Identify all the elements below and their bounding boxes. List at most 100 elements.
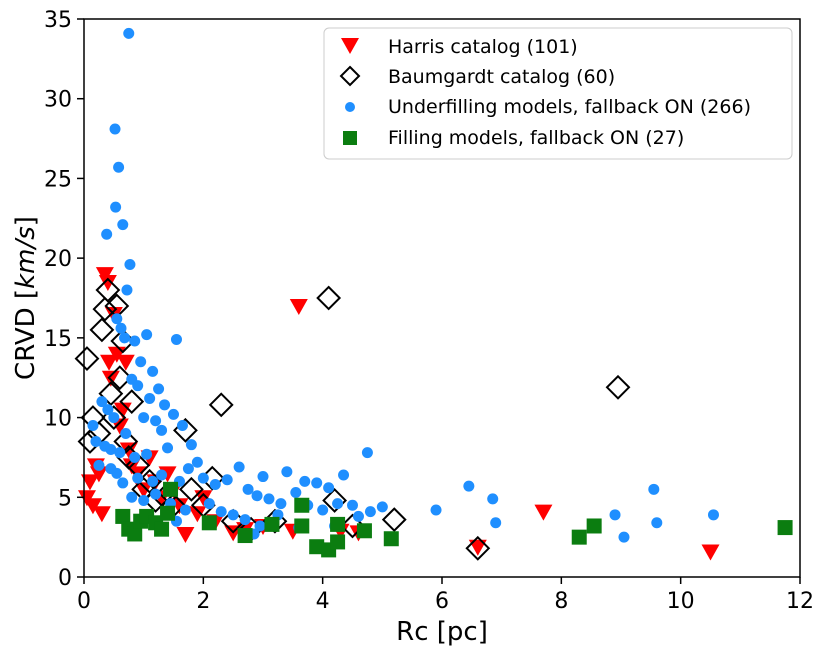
y-tick-label: 25 — [44, 167, 72, 192]
baumgardt-point — [110, 328, 136, 354]
filling-point — [115, 508, 131, 524]
underfilling-point — [109, 123, 121, 135]
underfilling-point — [121, 284, 133, 296]
x-tick-label: 10 — [667, 589, 695, 614]
underfilling-point — [110, 201, 122, 213]
underfilling-point — [176, 420, 188, 432]
baumgardt-point — [178, 476, 204, 502]
underfilling-point — [215, 506, 227, 518]
underfilling-point — [648, 483, 660, 495]
underfilling-point — [257, 471, 269, 483]
underfilling-point — [123, 27, 135, 39]
underfilling-point — [141, 448, 153, 460]
underfilling-point — [338, 469, 350, 481]
underfilling-point — [239, 514, 251, 526]
y-tick-label: 35 — [44, 8, 72, 33]
underfilling-point — [119, 332, 131, 344]
baumgardt-point — [113, 429, 139, 454]
filling-point — [383, 531, 399, 547]
underfilling-point — [609, 509, 621, 521]
x-tick-label: 4 — [316, 589, 330, 614]
harris-point — [289, 298, 308, 315]
underfilling-point — [352, 510, 364, 522]
underfilling-point — [162, 442, 174, 454]
baumgardt-point — [322, 488, 348, 513]
underfilling-point — [490, 517, 502, 529]
underfilling-point — [156, 469, 168, 481]
y-axis-label: CRVD [km/s] — [11, 216, 41, 380]
y-tick-label: 30 — [44, 88, 72, 113]
harris-point — [176, 526, 195, 543]
x-tick-label: 8 — [554, 589, 568, 614]
legend-box — [323, 27, 793, 160]
underfilling-point — [242, 483, 254, 495]
underfilling-point — [317, 504, 329, 516]
legend-triangle-marker — [341, 38, 359, 54]
underfilling-point — [87, 420, 99, 432]
filling-point — [160, 505, 176, 521]
baumgardt-point — [95, 277, 121, 303]
underfilling-point — [150, 488, 162, 500]
underfilling-point — [105, 443, 117, 455]
underfilling-point — [90, 435, 102, 447]
underfilling-point — [332, 498, 344, 510]
filling-point — [201, 515, 217, 531]
legend-label-baumgardt: Baumgardt catalog (60) — [388, 66, 615, 88]
y-tick-label: 5 — [58, 486, 72, 511]
underfilling-point — [182, 463, 194, 475]
underfilling-point — [129, 451, 141, 463]
filling-point — [330, 534, 346, 550]
x-axis-label: Rc [pc] — [396, 617, 488, 647]
underfilling-point — [153, 383, 165, 395]
underfilling-point — [430, 504, 442, 516]
underfilling-point — [150, 415, 162, 427]
underfilling-point — [463, 480, 475, 492]
underfilling-point — [251, 490, 263, 502]
y-axis-ticks: 0 5 10 15 20 25 30 35 — [44, 8, 84, 591]
underfilling-point — [124, 259, 136, 271]
legend-circle-marker — [345, 102, 355, 112]
underfilling-point — [168, 408, 179, 420]
filling-series — [115, 481, 793, 558]
legend-square-marker — [343, 131, 357, 145]
legend: Harris catalog (101) Baumgardt catalog (… — [323, 27, 793, 160]
harris-point — [188, 506, 207, 523]
legend-diamond-marker — [339, 65, 361, 87]
underfilling-point — [108, 412, 120, 424]
underfilling-point — [115, 322, 127, 334]
underfilling-point — [117, 477, 129, 489]
underfilling-point — [159, 399, 171, 411]
harris-point — [134, 482, 153, 499]
baumgardt-point — [92, 296, 118, 322]
baumgardt-point — [465, 535, 491, 561]
baumgardt-point — [381, 507, 407, 533]
underfilling-point — [101, 228, 113, 240]
baumgardt-point — [98, 381, 124, 407]
y-tick-label: 0 — [58, 566, 72, 591]
underfilling-point — [281, 466, 293, 478]
harris-point — [534, 504, 553, 521]
filling-point — [571, 529, 587, 545]
underfilling-point — [147, 475, 159, 487]
underfilling-point — [135, 356, 147, 368]
underfilling-point — [347, 499, 358, 511]
underfilling-point — [141, 329, 153, 341]
underfilling-point — [96, 396, 108, 408]
underfilling-point — [311, 477, 323, 489]
baumgardt-point — [89, 317, 115, 343]
underfilling-point — [93, 459, 105, 471]
underfilling-point — [254, 520, 266, 532]
filling-point — [586, 518, 602, 534]
underfilling-point — [105, 463, 117, 475]
underfilling-point — [376, 501, 388, 513]
underfilling-point — [197, 472, 209, 484]
underfilling-point — [170, 333, 182, 345]
filling-point — [163, 481, 179, 497]
underfilling-point — [323, 482, 335, 494]
filling-point — [237, 528, 253, 544]
x-tick-label: 12 — [786, 589, 814, 614]
underfilling-point — [120, 428, 132, 440]
x-axis-ticks: 0 2 4 6 8 10 12 — [77, 577, 814, 614]
legend-label-underfilling: Underfilling models, fallback ON (266) — [388, 96, 751, 118]
